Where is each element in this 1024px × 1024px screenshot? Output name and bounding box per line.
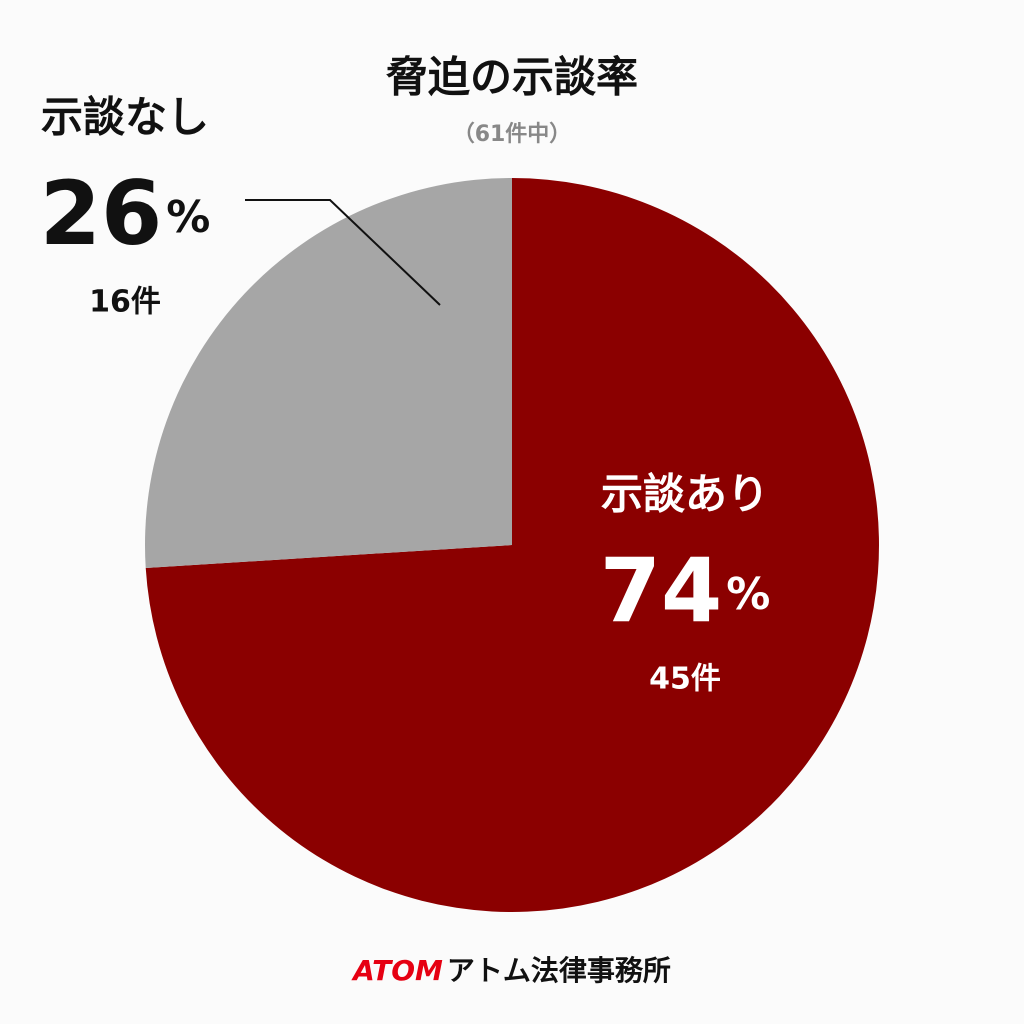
footer-name: アトム法律事務所 — [447, 954, 671, 987]
pie-slice — [145, 178, 512, 569]
pie-slice — [145, 178, 880, 913]
pie — [145, 178, 880, 913]
count-label: 16件 — [89, 285, 161, 320]
chart-title: 脅迫の示談率 — [386, 53, 638, 102]
leader-line — [245, 199, 441, 306]
value-label: 26% — [40, 162, 211, 265]
footer: ATOM アトム法律事務所 — [351, 954, 671, 987]
value-label: 74% — [600, 539, 771, 642]
footer-brand: ATOM — [351, 954, 443, 987]
slice-label: 示談なし — [41, 93, 209, 142]
count-label: 45件 — [649, 662, 721, 697]
chart-subtitle: （61件中） — [453, 122, 572, 147]
slice-label: 示談あり — [601, 470, 769, 519]
